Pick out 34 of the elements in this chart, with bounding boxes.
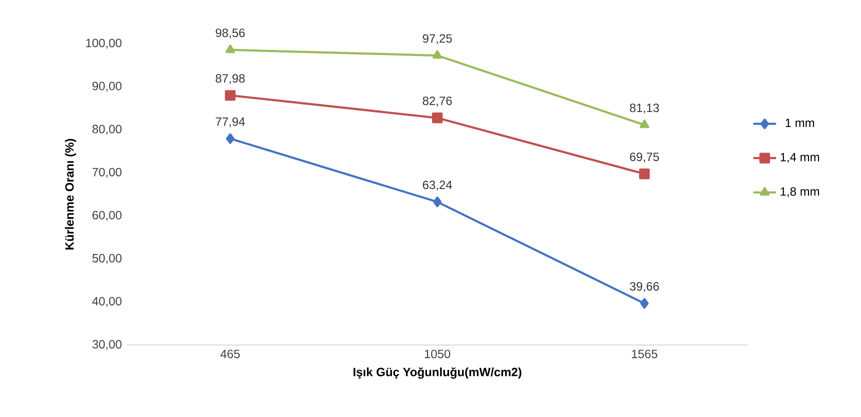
data-label: 69,75 [630, 152, 659, 162]
point [225, 44, 235, 54]
point [640, 298, 649, 309]
y-tick-label: 100,00 [86, 38, 122, 49]
point [639, 168, 650, 180]
y-axis-title: Kürlenme Oranı (%) [64, 138, 76, 250]
y-tick-label: 30,00 [92, 340, 122, 350]
y-tick-label: 70,00 [92, 168, 122, 178]
data-label: 98,56 [216, 28, 245, 38]
legend-label: 1 mm [786, 118, 814, 127]
point [640, 120, 650, 128]
y-tick-label: 60,00 [92, 210, 122, 221]
point [433, 196, 442, 208]
y-tick-label: 90,00 [92, 82, 122, 92]
point [432, 50, 442, 59]
data-label: 39,66 [630, 282, 659, 292]
point [226, 133, 234, 144]
y-tick-label: 40,00 [92, 296, 122, 307]
point [432, 112, 443, 124]
y-tick-label: 80,00 [92, 124, 122, 135]
legend-label: 1,4 mm [780, 152, 820, 163]
point [224, 90, 236, 101]
legend-label: 1,8 mm [780, 187, 820, 198]
data-label: 81,13 [630, 104, 659, 114]
data-label: 82,76 [422, 96, 452, 106]
x-axis-title: Işık Güç Yoğunluğu(mW/cm2) [354, 367, 522, 379]
y-tick-label: 50,00 [92, 254, 122, 264]
data-label: 77,94 [216, 117, 245, 128]
data-label: 63,24 [422, 180, 452, 191]
x-tick-label: 465 [220, 350, 240, 358]
data-label: 97,25 [422, 34, 452, 44]
x-tick-label: 1565 [632, 350, 658, 358]
x-tick-label: 1050 [424, 350, 450, 358]
data-label: 87,98 [216, 74, 245, 84]
